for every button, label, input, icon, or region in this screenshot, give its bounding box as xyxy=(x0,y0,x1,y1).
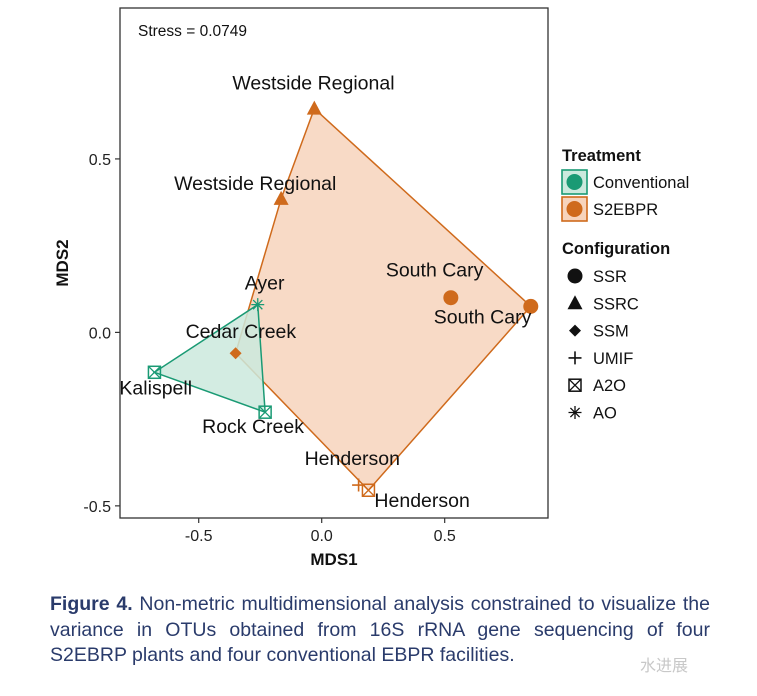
x-axis-title: MDS1 xyxy=(310,550,357,569)
y-tick-label-2: 0.5 xyxy=(89,152,111,169)
point-label-s2ebpr-3: South Cary xyxy=(434,306,532,328)
hull-conventional xyxy=(152,303,266,414)
legend-treatment-1: S2EBPR xyxy=(593,201,658,219)
figure-caption: Figure 4. Non-metric multidimensional an… xyxy=(50,592,710,669)
point-s2ebpr-3 xyxy=(523,298,539,314)
y-tick-label-0: -0.5 xyxy=(83,499,111,516)
stress-annotation: Stress = 0.0749 xyxy=(138,23,247,40)
point-conventional-1 xyxy=(147,365,162,380)
legend-config-label-0: SSR xyxy=(593,268,627,286)
legend-config-marker-ssr xyxy=(567,268,583,284)
point-s2ebpr-0 xyxy=(306,100,322,115)
y-tick-label-1: 0.0 xyxy=(89,325,111,342)
watermark: 水进展 xyxy=(640,656,689,675)
legend-config-label-1: SSRC xyxy=(593,295,639,313)
x-tick-label-0: -0.5 xyxy=(185,528,213,545)
nmds-plot: Ayer Kalispell Rock Creek Westside Regional… xyxy=(53,7,689,569)
legend: Treatment Conventional S2EBPR Configuration… xyxy=(561,147,689,423)
legend-config-label-5: AO xyxy=(593,405,617,423)
point-label-s2ebpr-4: Cedar Creek xyxy=(186,321,297,343)
hull-s2ebpr xyxy=(234,107,532,492)
legend-treatment-title: Treatment xyxy=(562,147,641,165)
caption-text: Non-metric multidimensional analysis con… xyxy=(50,593,710,666)
point-label-s2ebpr-2: South Cary xyxy=(386,260,484,282)
legend-dot-s2ebpr xyxy=(566,201,583,217)
point-label-conventional-2: Rock Creek xyxy=(202,416,304,438)
legend-config-marker-umif xyxy=(568,351,582,365)
legend-config-label-4: A2O xyxy=(593,377,626,395)
plot-panel: Ayer Kalispell Rock Creek Westside Regional… xyxy=(119,73,539,512)
legend-config-marker-ao xyxy=(568,406,582,419)
x-tick-label-1: 0.0 xyxy=(311,528,333,545)
legend-treatment-0: Conventional xyxy=(593,174,689,192)
point-label-s2ebpr-1: Westside Regional xyxy=(174,173,336,195)
point-label-s2ebpr-5: Henderson xyxy=(305,448,400,470)
point-label-conventional-1: Kalispell xyxy=(119,377,192,399)
point-s2ebpr-2 xyxy=(443,290,459,306)
point-s2ebpr-1 xyxy=(273,190,289,205)
point-conventional-2 xyxy=(258,405,272,419)
panel-border xyxy=(119,7,549,519)
point-s2ebpr-4 xyxy=(229,347,242,360)
x-tick-label-2: 0.5 xyxy=(434,528,456,545)
point-label-conventional-0: Ayer xyxy=(245,273,285,295)
legend-config-marker-ssrc xyxy=(567,295,583,310)
legend-configuration-title: Configuration xyxy=(562,240,670,258)
caption-label: Figure 4. xyxy=(50,593,133,615)
point-s2ebpr-6 xyxy=(361,483,376,497)
axes: Stress = 0.0749 -0.5 0.0 0.5 -0.5 0.0 0.5 MDS1 M… xyxy=(53,7,549,569)
point-conventional-0 xyxy=(251,298,265,312)
y-axis-title: MDS2 xyxy=(53,239,72,286)
legend-config-label-2: SSM xyxy=(593,323,629,341)
point-label-s2ebpr-0: Westside Regional xyxy=(232,73,394,95)
legend-config-label-3: UMIF xyxy=(593,350,633,368)
legend-config-marker-a2o xyxy=(568,378,582,392)
point-label-s2ebpr-6: Henderson xyxy=(374,490,469,512)
legend-dot-conventional xyxy=(566,174,583,190)
legend-config-marker-ssm xyxy=(569,324,581,337)
